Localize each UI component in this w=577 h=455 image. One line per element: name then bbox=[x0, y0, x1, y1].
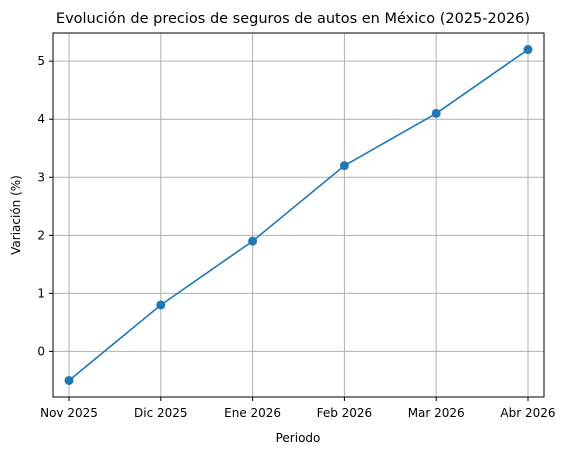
x-tick-label: Feb 2026 bbox=[317, 406, 373, 420]
axis-ticks: Nov 2025 Dic 2025 Ene 2026 Feb 2026 Mar 2026… bbox=[37, 54, 555, 420]
y-tick-label: 1 bbox=[37, 286, 45, 300]
x-tick-label: Ene 2026 bbox=[224, 406, 281, 420]
series-layer bbox=[64, 45, 533, 385]
y-tick-label: 4 bbox=[37, 112, 45, 126]
x-axis-label: Periodo bbox=[276, 431, 321, 445]
x-tick-label: Nov 2025 bbox=[40, 406, 98, 420]
x-tick-label: Dic 2025 bbox=[134, 406, 188, 420]
data-point bbox=[339, 161, 349, 171]
data-point bbox=[64, 375, 74, 385]
data-point bbox=[156, 300, 166, 310]
x-tick-label: Mar 2026 bbox=[408, 406, 465, 420]
grid bbox=[53, 33, 544, 397]
series-line bbox=[68, 48, 529, 382]
data-point bbox=[431, 108, 441, 118]
chart-title: Evolución de precios de seguros de autos… bbox=[56, 11, 530, 27]
y-tick-label: 3 bbox=[37, 170, 45, 184]
data-point bbox=[523, 45, 533, 55]
plot-frame bbox=[52, 32, 545, 398]
y-tick-label: 5 bbox=[37, 54, 45, 68]
y-tick-label: 0 bbox=[37, 344, 45, 358]
y-axis-label: Variación (%) bbox=[9, 175, 23, 255]
x-tick-label: Abr 2026 bbox=[500, 406, 555, 420]
y-tick-label: 2 bbox=[37, 228, 45, 242]
data-point bbox=[248, 236, 258, 246]
